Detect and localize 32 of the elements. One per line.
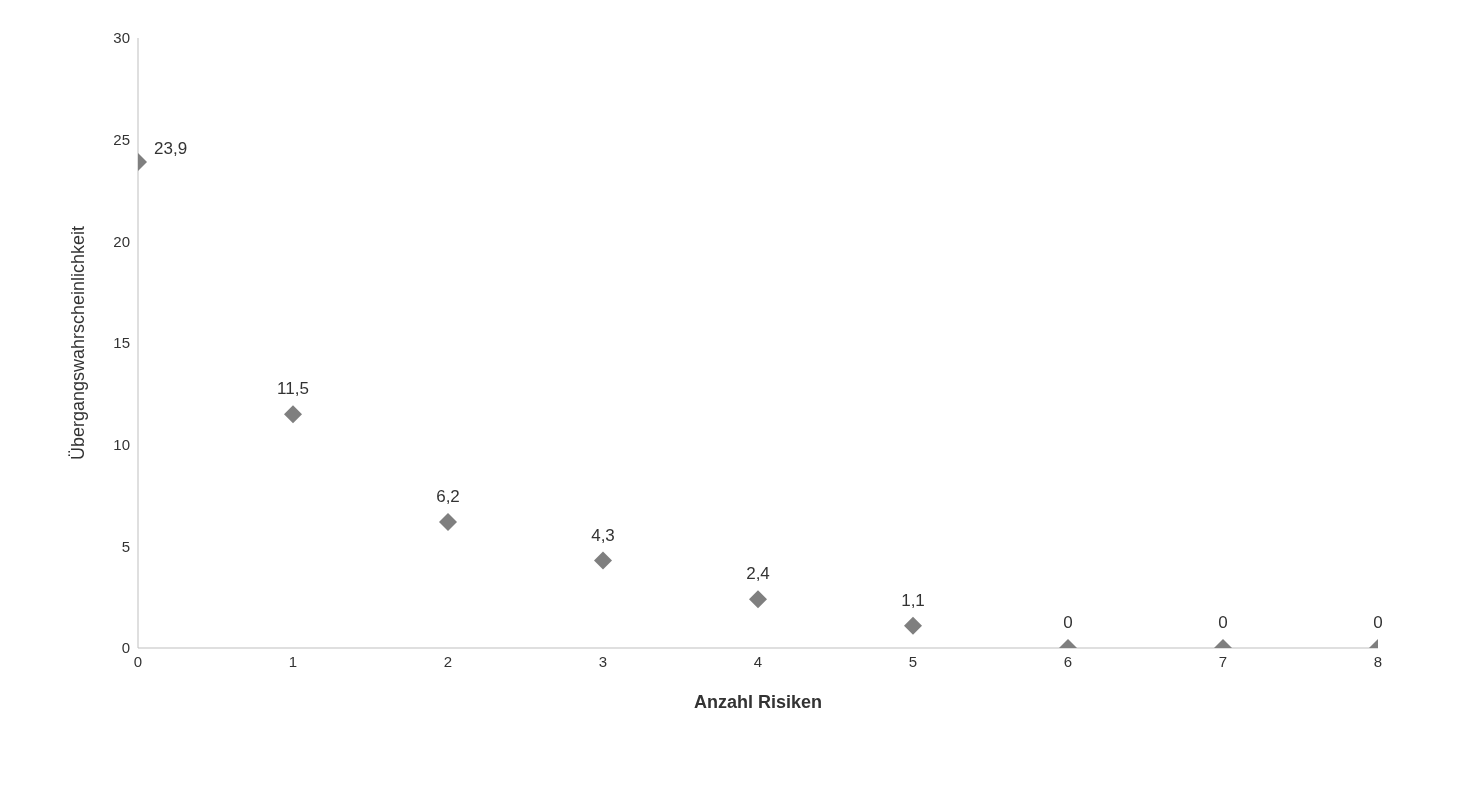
x-tick-label: 4 bbox=[753, 652, 763, 670]
point bbox=[284, 405, 302, 424]
x-tick-label: 8 bbox=[1373, 652, 1383, 670]
x-tick-label: 5 bbox=[908, 652, 918, 670]
point bbox=[594, 551, 612, 570]
point bbox=[749, 590, 767, 609]
x-tick-label: 0 bbox=[133, 652, 143, 670]
y-tick-label: 15 bbox=[113, 334, 130, 352]
data-label: 6,2 bbox=[436, 486, 460, 506]
data-label: 23,9 bbox=[154, 139, 188, 159]
data-label: 0 bbox=[1373, 613, 1383, 632]
x-tick-label: 1 bbox=[288, 652, 298, 670]
x-axis-title: Anzahl Risiken bbox=[693, 692, 823, 712]
y-tick-label: 25 bbox=[113, 130, 130, 148]
data-label: 11,5 bbox=[277, 379, 309, 399]
data-label: 0 bbox=[1218, 613, 1228, 632]
data-label: 4,3 bbox=[591, 525, 615, 545]
data-label: 0 bbox=[1063, 613, 1073, 632]
point bbox=[904, 616, 922, 635]
data-label: 2,4 bbox=[746, 564, 770, 584]
x-tick-label: 6 bbox=[1063, 652, 1073, 670]
y-tick-label: 5 bbox=[121, 537, 130, 555]
x-tick-label: 2 bbox=[443, 652, 453, 670]
y-tick-label: 30 bbox=[113, 29, 130, 47]
y-tick-label: 20 bbox=[113, 232, 130, 250]
y-tick-label: 0 bbox=[121, 639, 130, 657]
y-tick-label: 10 bbox=[113, 435, 130, 453]
x-tick-label: 7 bbox=[1218, 652, 1228, 670]
x-tick-label: 3 bbox=[598, 652, 608, 670]
point bbox=[439, 512, 457, 531]
data-label: 1,1 bbox=[901, 590, 925, 610]
y-axis-title: Übergangswahrscheinlichkeit bbox=[68, 225, 89, 461]
